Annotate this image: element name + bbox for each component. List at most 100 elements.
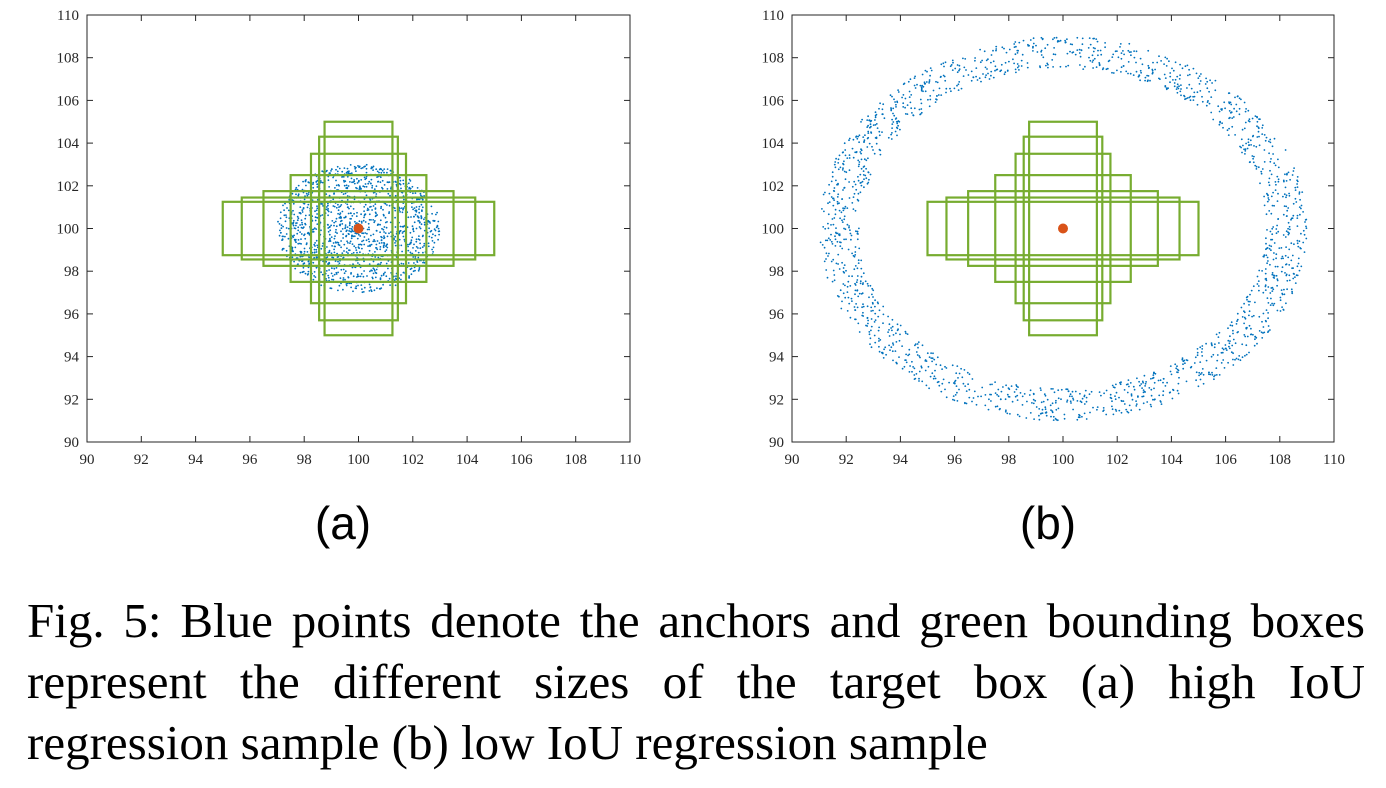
anchor-point <box>1277 230 1280 233</box>
anchor-point <box>832 189 835 192</box>
anchor-point <box>360 284 363 286</box>
anchor-point <box>861 180 864 183</box>
anchor-point <box>1257 166 1260 169</box>
anchor-point <box>337 241 340 244</box>
anchor-point <box>932 377 935 380</box>
anchor-point <box>1160 403 1163 405</box>
anchor-point <box>958 68 961 70</box>
anchor-point <box>419 227 422 230</box>
x-tick-label: 92 <box>134 452 149 468</box>
anchor-point <box>862 315 865 317</box>
anchor-point <box>938 384 941 387</box>
anchor-point <box>1284 272 1286 274</box>
anchor-point <box>1293 167 1295 170</box>
anchor-point <box>998 408 1001 411</box>
anchor-point <box>1281 293 1284 296</box>
anchor-point <box>400 207 403 210</box>
anchor-point <box>890 109 893 112</box>
anchor-point <box>328 261 330 264</box>
anchor-point <box>1206 80 1209 83</box>
anchor-point <box>1243 101 1246 104</box>
anchor-point <box>411 225 414 228</box>
anchor-point <box>860 184 863 187</box>
anchor-point <box>438 233 440 236</box>
anchor-point <box>429 230 432 233</box>
anchor-point <box>1184 362 1186 365</box>
anchor-point <box>867 319 869 322</box>
anchor-point <box>432 246 435 249</box>
anchor-point <box>1016 66 1019 69</box>
anchor-point <box>870 325 873 328</box>
y-tick-label: 96 <box>769 307 785 323</box>
anchor-point <box>1284 254 1287 257</box>
anchor-point <box>841 261 843 264</box>
anchor-point <box>1032 46 1034 49</box>
anchor-point <box>1163 63 1165 65</box>
anchor-point <box>941 382 944 385</box>
anchor-point <box>1177 87 1180 90</box>
subfigure-label-a: (a) <box>314 497 372 549</box>
anchor-point <box>1268 198 1270 201</box>
anchor-point <box>332 278 335 281</box>
anchor-point <box>284 235 286 238</box>
anchor-point <box>1179 90 1182 93</box>
anchor-point <box>867 171 870 174</box>
anchor-point <box>929 98 932 101</box>
anchor-point <box>861 283 864 286</box>
anchor-point <box>1082 68 1085 70</box>
anchor-point <box>1211 344 1213 347</box>
anchor-point <box>1049 404 1052 407</box>
anchor-point <box>1225 347 1227 350</box>
anchor-point <box>873 334 876 337</box>
anchor-point <box>970 79 973 82</box>
anchor-point <box>1226 129 1229 132</box>
anchor-point <box>369 286 372 289</box>
anchor-point <box>867 181 870 184</box>
anchor-point <box>340 204 343 206</box>
anchor-point <box>291 199 294 201</box>
anchor-point <box>1283 205 1286 208</box>
anchor-point <box>349 227 351 230</box>
anchor-point <box>1261 124 1264 127</box>
anchor-point <box>1193 95 1196 98</box>
anchor-point <box>1139 69 1142 72</box>
anchor-point <box>1071 43 1074 46</box>
anchor-point <box>856 289 859 292</box>
anchor-point <box>1296 176 1299 178</box>
anchor-point <box>1199 90 1202 92</box>
anchor-point <box>415 245 418 248</box>
anchor-point <box>1112 413 1115 416</box>
anchor-point <box>372 169 374 172</box>
anchor-point <box>314 245 316 247</box>
anchor-point <box>341 223 344 225</box>
anchor-point <box>879 153 882 156</box>
anchor-point <box>1096 406 1099 408</box>
anchor-point <box>1199 378 1202 381</box>
anchor-point <box>337 212 339 215</box>
anchor-point <box>1262 255 1265 258</box>
anchor-point <box>1017 49 1019 52</box>
anchor-point <box>1267 325 1270 327</box>
anchor-point <box>1123 53 1125 56</box>
anchor-point <box>1057 407 1060 410</box>
anchor-point <box>874 124 877 126</box>
anchor-point <box>423 218 425 221</box>
anchor-point <box>1151 69 1154 72</box>
anchor-point <box>386 188 389 190</box>
anchor-point <box>1244 148 1247 151</box>
anchor-point <box>1094 47 1096 50</box>
anchor-point <box>366 207 369 210</box>
anchor-point <box>1034 399 1037 402</box>
y-tick-label: 94 <box>769 350 785 366</box>
anchor-point <box>340 230 342 233</box>
anchor-point <box>1238 113 1241 116</box>
anchor-point <box>953 87 956 90</box>
anchor-point <box>293 260 295 263</box>
anchor-point <box>1044 47 1047 50</box>
anchor-point <box>1277 178 1280 181</box>
anchor-point <box>354 246 357 249</box>
y-tick-label: 90 <box>769 435 784 451</box>
anchor-point <box>333 192 335 195</box>
anchor-point <box>1091 54 1094 57</box>
axis-ticks: 90 92 94 96 98 100 102 104 106 108 110909294969810… <box>762 8 1345 468</box>
